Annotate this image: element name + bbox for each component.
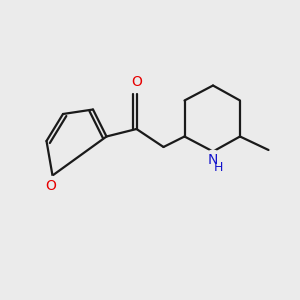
Circle shape [41,176,61,196]
Text: O: O [131,76,142,89]
Text: N: N [208,153,218,167]
Circle shape [209,158,228,177]
Circle shape [127,73,146,92]
Text: O: O [46,179,56,193]
Circle shape [203,150,223,170]
Text: H: H [214,160,223,174]
